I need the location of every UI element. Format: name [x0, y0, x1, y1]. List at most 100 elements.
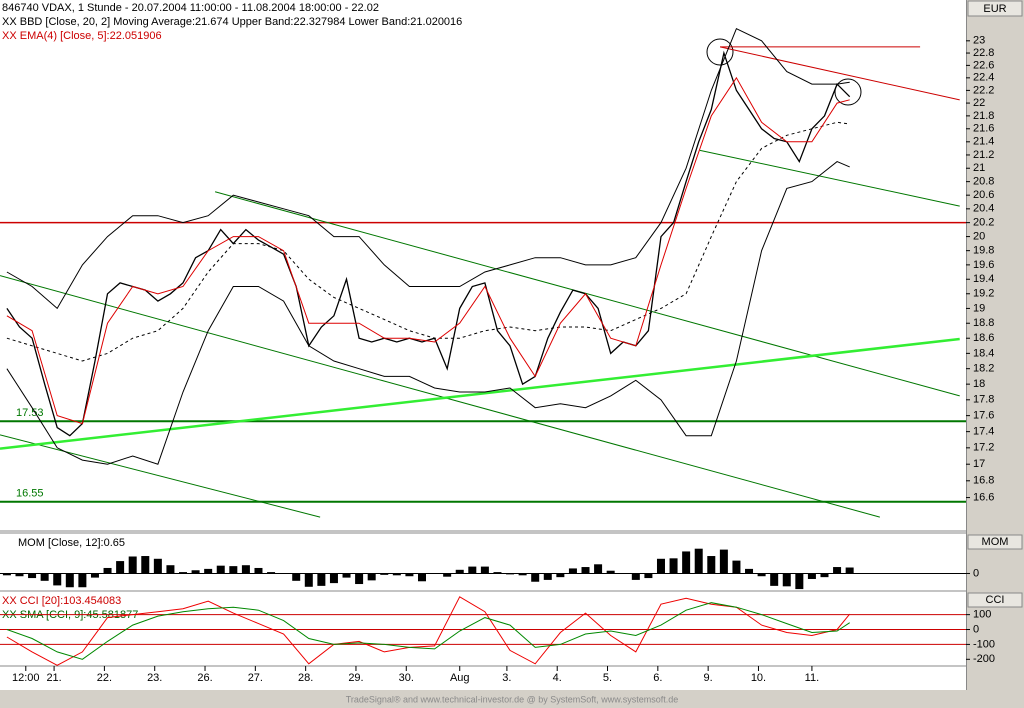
subtitle: XX EMA(4) [Close, 5]:22.051906: [2, 30, 162, 42]
series-line: [6, 161, 850, 465]
axis-box: [967, 592, 1023, 608]
bar: [229, 566, 238, 574]
y-tick-label: 17.4: [973, 426, 994, 438]
series-line: [6, 596, 851, 666]
bar: [443, 573, 452, 577]
x-tick-label: 30.: [399, 672, 414, 684]
axis-box: [967, 534, 1023, 550]
y-tick-label: 17.6: [973, 410, 994, 422]
bar: [241, 565, 250, 574]
bar: [669, 558, 678, 574]
trend-line: [719, 46, 960, 101]
bar: [833, 567, 842, 574]
footer: TradeSignal® and www.technical-investor.…: [346, 694, 679, 704]
bar: [682, 551, 691, 574]
bar: [506, 573, 515, 575]
y-tick-label: 19.8: [973, 245, 994, 257]
bar: [480, 566, 489, 574]
bar: [543, 573, 552, 580]
line-label: 17.53: [16, 407, 44, 419]
line-label: 16.55: [16, 488, 44, 500]
bar: [820, 573, 829, 578]
y-tick-label: 21.6: [973, 123, 994, 135]
y-tick-label: -200: [973, 653, 995, 665]
y-tick-label: 17: [973, 458, 985, 470]
series-line: [6, 602, 850, 660]
bar: [782, 573, 791, 587]
bar: [153, 558, 162, 574]
trend-line: [214, 191, 960, 397]
bar: [845, 567, 854, 574]
bar: [367, 573, 376, 581]
bar: [342, 573, 351, 578]
bar: [179, 572, 188, 574]
y-tick-label: 21.4: [973, 136, 994, 148]
y-tick-label: 0: [973, 623, 979, 635]
highlight-circle: [834, 78, 862, 106]
bar: [807, 573, 816, 579]
y-tick-label: 19.6: [973, 259, 994, 271]
x-tick-label: 9.: [704, 672, 713, 684]
series-line: [6, 28, 850, 310]
bar: [468, 566, 477, 574]
y-tick-label: 22: [973, 97, 985, 109]
x-tick-label: 29.: [348, 672, 363, 684]
trend-line: [0, 337, 960, 450]
x-tick-label: 12:00: [12, 672, 40, 684]
bar: [53, 573, 62, 586]
x-tick-label: 23.: [147, 672, 162, 684]
chart-title: 846740 VDAX, 1 Stunde - 20.07.2004 11:00…: [2, 2, 379, 14]
bar: [103, 567, 112, 574]
bar: [2, 573, 11, 576]
y-tick-label: 18.6: [973, 332, 994, 344]
y-tick-label: 0: [973, 567, 979, 579]
bar: [267, 572, 276, 574]
bar: [594, 564, 603, 574]
y-tick-label: 21.8: [973, 110, 994, 122]
trend-line: [0, 434, 321, 518]
bar: [656, 558, 665, 574]
y-tick-label: 16.6: [973, 491, 994, 503]
y-tick-label: 17.8: [973, 394, 994, 406]
axis-label: EUR: [983, 3, 1006, 15]
x-tick-label: 3.: [502, 672, 511, 684]
y-tick-label: 18: [973, 378, 985, 390]
y-tick-label: 18.8: [973, 317, 994, 329]
bar: [417, 573, 426, 582]
y-tick-label: 21.2: [973, 149, 994, 161]
y-tick-label: -100: [973, 638, 995, 650]
bar: [568, 568, 577, 574]
bar: [141, 556, 150, 574]
y-tick-label: 18.4: [973, 347, 994, 359]
bar: [795, 573, 804, 590]
bar: [191, 570, 200, 574]
x-tick-label: 26.: [197, 672, 212, 684]
bar: [493, 572, 502, 574]
y-tick-label: 20: [973, 230, 985, 242]
trend-line: [699, 149, 960, 207]
x-tick-label: 28.: [298, 672, 313, 684]
x-tick-label: Aug: [450, 672, 470, 684]
series-line: [6, 50, 851, 437]
bar: [707, 556, 716, 574]
y-tick-label: 22.2: [973, 84, 994, 96]
y-tick-label: 22.6: [973, 59, 994, 71]
bar: [317, 573, 326, 586]
bar: [719, 549, 728, 574]
y-tick-label: 21: [973, 162, 985, 174]
bar: [694, 548, 703, 574]
bar: [216, 565, 225, 574]
x-tick-label: 11.: [805, 672, 819, 684]
bar: [455, 569, 464, 574]
bar: [128, 556, 137, 574]
bar: [329, 573, 338, 584]
y-tick-label: 20.2: [973, 217, 994, 229]
bar: [65, 573, 74, 588]
bar: [304, 573, 313, 587]
bar: [745, 568, 754, 574]
x-tick-label: 6.: [653, 672, 662, 684]
y-tick-label: 20.8: [973, 176, 994, 188]
bar: [644, 573, 653, 579]
